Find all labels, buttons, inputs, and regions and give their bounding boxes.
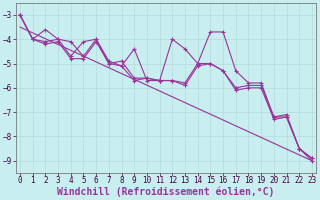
X-axis label: Windchill (Refroidissement éolien,°C): Windchill (Refroidissement éolien,°C): [57, 187, 275, 197]
